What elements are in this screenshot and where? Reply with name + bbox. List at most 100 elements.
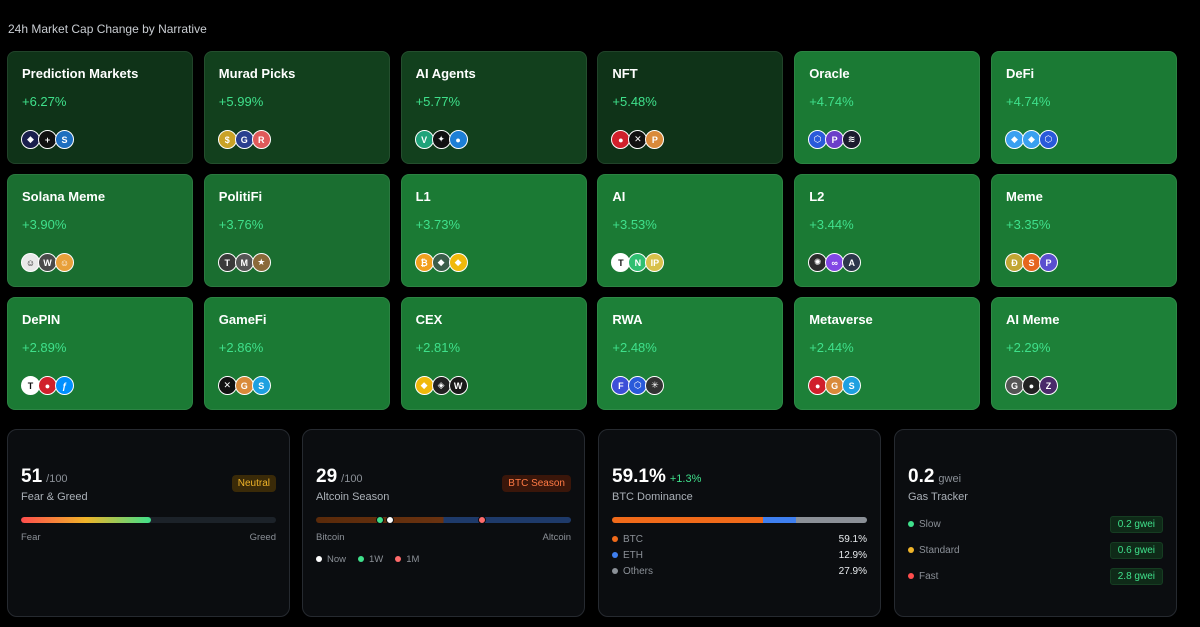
- narrative-tile[interactable]: Solana Meme +3.90% ☺ W ☺: [7, 174, 193, 287]
- gala-icon: G: [234, 376, 254, 395]
- narrative-grid: Prediction Markets +6.27% ◆ + S Murad Picks +5…: [7, 51, 1177, 410]
- narrative-change: +2.86%: [218, 340, 264, 355]
- narrative-change: +2.44%: [809, 340, 854, 355]
- filecoin-icon: ƒ: [55, 376, 74, 395]
- aixbt-icon: ●: [448, 130, 468, 149]
- narrative-tile[interactable]: AI Agents +5.77% V ✦ ●: [400, 51, 587, 164]
- gas-tracker-card[interactable]: 0.2 gwei Gas Tracker Slow 0.2 gwei Standard…: [894, 429, 1177, 617]
- narrative-change: +5.77%: [415, 94, 461, 109]
- coin-icons: $ G R: [217, 130, 271, 149]
- narrative-tile[interactable]: L1 +3.73% ₿ ◆ ◆: [400, 174, 587, 287]
- narrative-tile[interactable]: AI Meme +2.29% G ● Z: [990, 297, 1177, 410]
- altcoin-season-label: Altcoin Season: [316, 491, 390, 503]
- fartcoin-icon: ●: [1021, 376, 1041, 395]
- ethereum-icon: ◆: [431, 253, 451, 272]
- doge-icon: Ð: [1004, 253, 1024, 272]
- page-title: 24h Market Cap Change by Narrative: [8, 22, 207, 36]
- fear-greed-fill: [21, 517, 152, 523]
- fear-greed-value: 51/100: [21, 466, 68, 487]
- melania-icon: M: [234, 253, 254, 272]
- narrative-change: +2.48%: [612, 340, 657, 355]
- okb-icon: ◈: [431, 376, 451, 395]
- narrative-tile[interactable]: DeFi +4.74% ◆ ◆ ⬡: [990, 51, 1177, 164]
- coin-icons: V ✦ ●: [414, 130, 468, 149]
- coin-icons: ● ✕ P: [611, 130, 665, 149]
- narrative-name: L1: [415, 189, 431, 204]
- coin-icons: ✕ G S: [217, 376, 271, 395]
- narrative-change: +2.81%: [415, 340, 461, 355]
- dominance-segment-btc: [612, 517, 763, 523]
- chainlink-icon: ⬡: [1038, 130, 1058, 149]
- dominance-segment-others: [795, 517, 867, 523]
- fear-greed-bar: [21, 517, 276, 523]
- narrative-tile[interactable]: L2 +3.44% ✺ ∞ A: [794, 174, 981, 287]
- narrative-tile[interactable]: CEX +2.81% ◆ ◈ W: [400, 297, 587, 410]
- narrative-tile[interactable]: NFT +5.48% ● ✕ P: [597, 51, 784, 164]
- gas-row-standard: Standard 0.6 gwei: [908, 542, 1163, 559]
- narrative-change: +3.76%: [218, 217, 264, 232]
- narrative-tile[interactable]: GameFi +2.86% ✕ G S: [203, 297, 390, 410]
- coin-icons: ◆ ◈ W: [414, 376, 468, 395]
- gas-label: Gas Tracker: [908, 491, 968, 503]
- btc-dominance-card[interactable]: 59.1% +1.3% BTC Dominance BTC 59.1% ETH 12.9…: [598, 429, 881, 617]
- narrative-name: Murad Picks: [218, 66, 296, 81]
- narrative-tile[interactable]: DePIN +2.89% T ● ƒ: [7, 297, 193, 410]
- narrative-change: +3.73%: [415, 217, 461, 232]
- gas-row-slow: Slow 0.2 gwei: [908, 516, 1163, 533]
- narrative-name: RWA: [612, 312, 643, 327]
- legend-1m: 1M: [395, 554, 419, 565]
- narrative-tile[interactable]: Metaverse +2.44% ● G S: [794, 297, 981, 410]
- coin-icons: ✺ ∞ A: [808, 253, 862, 272]
- narrative-change: +6.27%: [22, 94, 67, 109]
- dominance-bar: [612, 517, 867, 523]
- fear-greed-card[interactable]: 51/100 Fear & Greed Neutral Fear Greed: [7, 429, 290, 617]
- stellar-icon: ✳: [645, 376, 665, 395]
- sand-icon: S: [842, 376, 862, 395]
- narrative-change: +5.99%: [218, 94, 264, 109]
- narrative-tile[interactable]: AI +3.53% T N IP: [597, 174, 784, 287]
- narrative-name: NFT: [612, 66, 638, 81]
- coin-icons: T ● ƒ: [21, 376, 74, 395]
- narrative-tile[interactable]: Murad Picks +5.99% $ G R: [203, 51, 390, 164]
- virtuals-icon: V: [414, 130, 434, 149]
- season-badge: BTC Season: [502, 475, 571, 492]
- narrative-change: +4.74%: [809, 94, 854, 109]
- sand-icon: S: [251, 376, 271, 395]
- legend-now: Now: [316, 554, 346, 565]
- narrative-tile[interactable]: Oracle +4.74% ⬡ P ≋: [794, 51, 981, 164]
- retardio-icon: R: [251, 130, 271, 149]
- narrative-name: GameFi: [218, 312, 267, 327]
- narrative-tile[interactable]: Meme +3.35% Ð S P: [990, 174, 1177, 287]
- altcoin-season-card[interactable]: 29/100 Altcoin Season BTC Season Bitcoin…: [302, 429, 585, 617]
- api3-icon: ≋: [842, 130, 862, 149]
- marker-legend: Now 1W 1M: [316, 554, 419, 565]
- marker-1w: [375, 516, 384, 524]
- narrative-tile[interactable]: Prediction Markets +6.27% ◆ + S: [7, 51, 193, 164]
- narrative-change: +2.89%: [22, 340, 67, 355]
- bnb-icon: ◆: [448, 253, 468, 272]
- coin-icons: T N IP: [611, 253, 665, 272]
- legend-1w: 1W: [358, 554, 383, 565]
- altcoin-season-value: 29/100: [316, 466, 363, 487]
- narrative-tile[interactable]: PolitiFi +3.76% T M ★: [203, 174, 390, 287]
- narrative-name: DeFi: [1005, 66, 1035, 81]
- sentiment-badge: Neutral: [231, 475, 276, 492]
- wbt-icon: W: [448, 376, 468, 395]
- coin-icons: F ⬡ ✳: [611, 376, 665, 395]
- ip-icon: IP: [645, 253, 665, 272]
- narrative-name: Metaverse: [809, 312, 873, 327]
- pengu-icon: P: [645, 130, 665, 149]
- narrative-tile[interactable]: RWA +2.48% F ⬡ ✳: [597, 297, 784, 410]
- bnb-icon: ◆: [414, 376, 434, 395]
- narrative-change: +3.53%: [612, 217, 657, 232]
- arbitrum-icon: A: [842, 253, 862, 272]
- coin-icons: ● G S: [808, 376, 862, 395]
- narrative-name: AI: [612, 189, 626, 204]
- narrative-name: L2: [809, 189, 825, 204]
- coin-icons: G ● Z: [1004, 376, 1058, 395]
- narrative-change: +5.48%: [612, 94, 657, 109]
- dominance-segment-eth: [762, 517, 796, 523]
- ai16z-icon: ✦: [431, 130, 451, 149]
- trump-icon: T: [217, 253, 237, 272]
